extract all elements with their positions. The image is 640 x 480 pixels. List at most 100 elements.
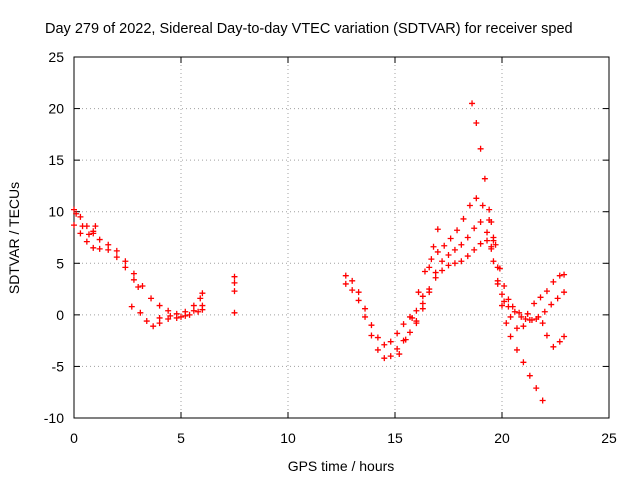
series-sat-h	[342, 237, 495, 362]
data-point	[526, 317, 533, 324]
data-point	[139, 282, 146, 289]
series-sat-i	[396, 195, 497, 358]
data-point	[503, 320, 510, 327]
data-point	[554, 295, 561, 302]
data-point	[90, 228, 97, 235]
data-point	[362, 313, 369, 320]
data-point	[199, 306, 206, 313]
data-point	[445, 262, 452, 269]
y-tick-label: 10	[48, 204, 64, 220]
data-point	[518, 313, 525, 320]
data-point	[543, 288, 550, 295]
series-sat-d	[128, 302, 206, 330]
data-point	[548, 301, 555, 308]
data-point	[349, 287, 356, 294]
data-point	[513, 325, 520, 332]
series-sat-f	[231, 273, 238, 316]
data-point	[79, 223, 86, 230]
data-point	[499, 302, 505, 309]
data-point	[507, 333, 514, 340]
data-point	[522, 315, 529, 322]
data-point	[96, 245, 103, 252]
data-point	[199, 290, 206, 297]
x-axis-label: GPS time / hours	[288, 458, 395, 474]
data-point	[156, 302, 163, 309]
series-sat-k	[469, 100, 568, 320]
data-point	[447, 235, 454, 242]
data-point	[421, 268, 428, 275]
data-point	[419, 293, 426, 300]
data-point	[402, 336, 409, 343]
data-point	[539, 397, 546, 404]
data-point	[355, 297, 362, 304]
data-point	[178, 313, 184, 320]
grid	[74, 57, 609, 418]
data-point	[484, 229, 491, 236]
data-point	[197, 295, 204, 302]
data-point	[394, 345, 401, 352]
x-tick-label: 25	[601, 430, 617, 446]
data-point	[90, 244, 97, 251]
data-point	[434, 248, 441, 255]
series-sat-l	[488, 219, 568, 324]
data-point	[96, 236, 103, 243]
data-point	[492, 241, 499, 248]
data-point	[471, 246, 478, 253]
data-point	[509, 303, 516, 310]
data-point	[561, 271, 568, 278]
data-point	[182, 312, 189, 319]
data-point	[526, 372, 533, 379]
data-point	[511, 308, 518, 315]
y-tick-label: -5	[52, 358, 65, 374]
data-point	[130, 276, 137, 283]
data-point	[561, 289, 568, 296]
data-point	[550, 343, 557, 350]
data-point	[561, 333, 568, 340]
data-point	[137, 309, 144, 316]
data-point	[520, 323, 527, 330]
data-point	[484, 237, 491, 244]
data-point	[556, 338, 563, 345]
data-point	[524, 310, 531, 317]
data-point	[105, 246, 112, 253]
data-point	[190, 302, 197, 309]
data-point	[374, 346, 381, 353]
axis-ticks: 0 5 10 15 20 25 -10 -5 0 5 10 15 20 25	[44, 49, 617, 446]
data-point	[105, 241, 112, 248]
data-point	[381, 341, 388, 348]
data-point	[419, 305, 426, 312]
data-point	[533, 315, 540, 322]
data-point	[428, 256, 435, 263]
y-tick-label: 20	[48, 101, 64, 117]
data-point	[342, 272, 349, 279]
data-point	[520, 359, 527, 366]
data-point	[460, 215, 467, 222]
data-point	[71, 206, 77, 213]
data-point	[113, 247, 120, 254]
series-sat-c	[73, 210, 99, 238]
data-point	[432, 269, 439, 276]
series-sat-b	[71, 222, 142, 291]
data-point	[148, 295, 155, 302]
data-point	[426, 289, 433, 296]
y-tick-label: -10	[44, 410, 64, 426]
data-point	[231, 288, 238, 295]
data-point	[186, 311, 193, 318]
x-tick-label: 0	[70, 430, 78, 446]
data-point	[77, 213, 84, 220]
data-point	[490, 237, 497, 244]
data-point	[501, 282, 508, 289]
data-point	[122, 258, 129, 265]
data-point	[173, 314, 180, 321]
data-point	[477, 240, 484, 247]
data-point	[464, 253, 471, 260]
data-point	[473, 120, 480, 127]
data-point	[394, 330, 401, 337]
data-point	[531, 300, 538, 307]
data-point	[165, 315, 172, 322]
data-point	[77, 230, 84, 237]
data-point	[533, 385, 540, 392]
data-point	[464, 234, 471, 241]
data-point	[469, 100, 476, 107]
data-point	[550, 278, 557, 285]
